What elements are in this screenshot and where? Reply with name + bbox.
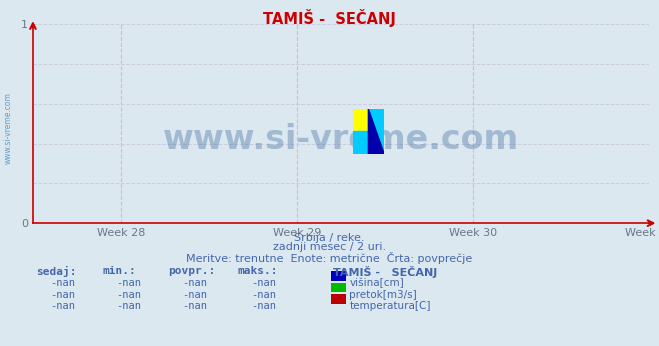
Text: -nan: -nan — [116, 278, 141, 288]
Text: www.si-vreme.com: www.si-vreme.com — [3, 92, 13, 164]
Text: -nan: -nan — [182, 290, 207, 300]
Text: temperatura[C]: temperatura[C] — [349, 301, 431, 311]
Polygon shape — [353, 131, 368, 154]
Text: Srbija / reke.: Srbija / reke. — [295, 233, 364, 243]
Text: www.si-vreme.com: www.si-vreme.com — [163, 123, 519, 156]
Text: -nan: -nan — [50, 278, 75, 288]
Polygon shape — [368, 109, 384, 154]
Text: -nan: -nan — [182, 278, 207, 288]
Text: TAMIŠ -   SEČANJ: TAMIŠ - SEČANJ — [333, 266, 437, 278]
Text: -nan: -nan — [116, 290, 141, 300]
Text: sedaj:: sedaj: — [36, 266, 76, 277]
Text: povpr.:: povpr.: — [168, 266, 215, 276]
Text: -nan: -nan — [251, 290, 276, 300]
Text: višina[cm]: višina[cm] — [349, 278, 404, 288]
Text: maks.:: maks.: — [237, 266, 277, 276]
Text: TAMIŠ -  SEČANJ: TAMIŠ - SEČANJ — [263, 9, 396, 27]
Text: -nan: -nan — [116, 301, 141, 311]
Text: -nan: -nan — [50, 290, 75, 300]
Text: Meritve: trenutne  Enote: metrične  Črta: povprečje: Meritve: trenutne Enote: metrične Črta: … — [186, 252, 473, 264]
Text: -nan: -nan — [182, 301, 207, 311]
Text: pretok[m3/s]: pretok[m3/s] — [349, 290, 417, 300]
Polygon shape — [368, 109, 384, 154]
Text: -nan: -nan — [251, 301, 276, 311]
Polygon shape — [353, 109, 368, 131]
Text: -nan: -nan — [50, 301, 75, 311]
Text: -nan: -nan — [251, 278, 276, 288]
Text: zadnji mesec / 2 uri.: zadnji mesec / 2 uri. — [273, 242, 386, 252]
Text: min.:: min.: — [102, 266, 136, 276]
